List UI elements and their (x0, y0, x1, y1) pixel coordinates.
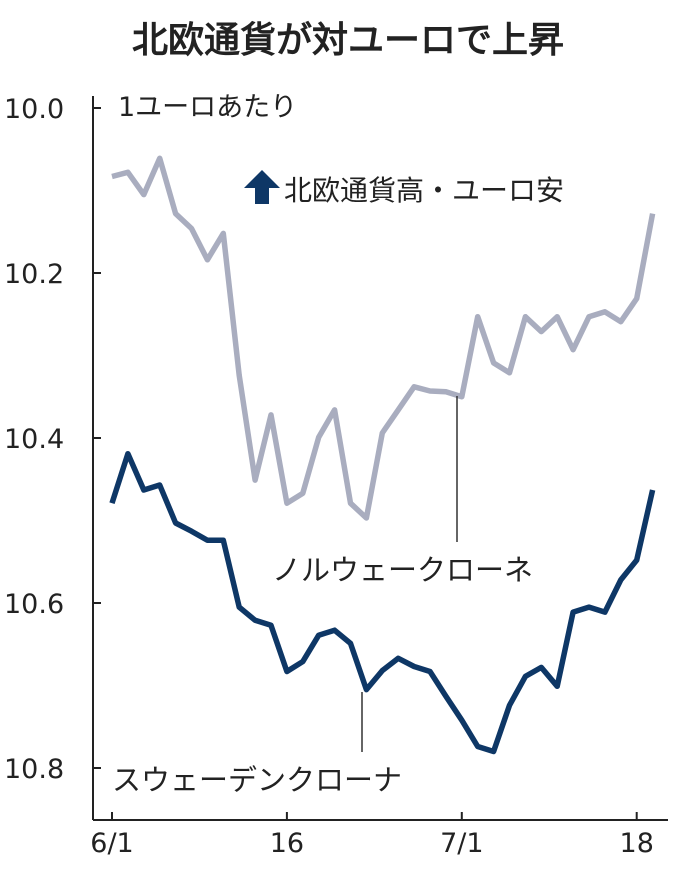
direction-note: 北欧通貨高・ユーロ安 (244, 170, 564, 207)
direction-note-text: 北欧通貨高・ユーロ安 (284, 174, 564, 207)
series-label-sweden: スウェーデンクローナ (112, 763, 402, 797)
series-label-norway: ノルウェークローネ (272, 553, 533, 587)
y-tick-label: 10.8 (4, 754, 64, 785)
up-arrow-icon (244, 170, 280, 204)
x-tick-label: 18 (620, 828, 654, 859)
x-tick-label: 6/1 (90, 828, 133, 859)
unit-label: 1ユーロあたり (118, 92, 297, 123)
chart-title: 北欧通貨が対ユーロで上昇 (132, 20, 564, 61)
y-tick-label: 10.4 (4, 424, 64, 455)
series-line-norway (111, 155, 656, 521)
y-tick-label: 10.0 (4, 94, 64, 125)
series-line-sweden (109, 450, 656, 755)
x-tick-label: 7/1 (440, 828, 483, 859)
y-tick-label: 10.2 (4, 259, 64, 290)
y-tick-label: 10.6 (4, 589, 64, 620)
x-tick-label: 16 (270, 828, 304, 859)
